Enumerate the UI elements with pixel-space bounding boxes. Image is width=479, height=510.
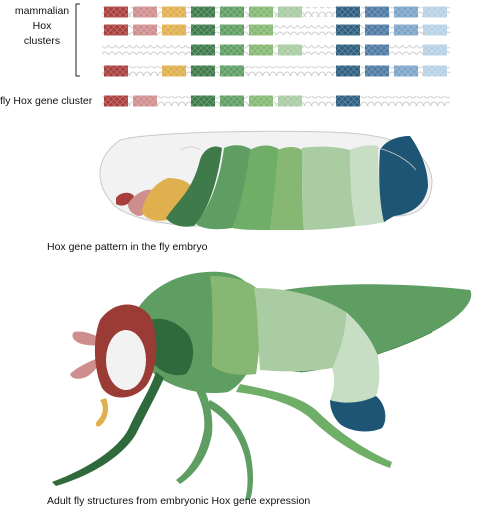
- fly-thorax-band: [210, 276, 261, 375]
- mammalian-cluster-1-gene-5-texture: [220, 6, 244, 18]
- mammalian-cluster-2-gene-1-texture: [104, 24, 128, 36]
- mammalian-cluster-1-gene-12-texture: [423, 6, 447, 18]
- fly-cluster-gene-4-texture: [191, 95, 215, 107]
- fly-cluster-dna-strand: [102, 96, 450, 106]
- mammalian-label-line2: Hox: [33, 20, 52, 32]
- fly-front-leg: [52, 372, 164, 486]
- mammalian-cluster-3-dna-strand: [102, 45, 450, 55]
- fly-cluster-gene-1-texture: [104, 95, 128, 107]
- mammalian-cluster-2-gene-5-texture: [220, 24, 244, 36]
- fly-embryo: [99, 130, 433, 230]
- mammalian-cluster-3-gene-5-texture: [220, 44, 244, 56]
- embryo-seg-a1: [270, 147, 304, 230]
- mammalian-cluster-2-gene-2-texture: [133, 24, 157, 36]
- hox-cluster-rows: [102, 6, 450, 107]
- mammalian-cluster-1-gene-11-texture: [394, 6, 418, 18]
- embryo-seg-a4: [379, 136, 428, 222]
- mammalian-cluster-2-gene-3-texture: [162, 24, 186, 36]
- mammalian-cluster-4-gene-5-texture: [220, 65, 244, 77]
- mammalian-cluster-4-gene-12-texture: [423, 65, 447, 77]
- fly-hind-leg: [236, 384, 392, 468]
- mammalian-cluster-4-gene-11-texture: [394, 65, 418, 77]
- mammalian-cluster-4-gene-1-texture: [104, 65, 128, 77]
- mammalian-cluster-3-gene-7-texture: [278, 44, 302, 56]
- mammalian-cluster-2-gene-10-texture: [365, 24, 389, 36]
- mammalian-cluster-3-gene-4-texture: [191, 44, 215, 56]
- fly-abdomen-2: [330, 312, 380, 403]
- mammalian-cluster-2-gene-4-texture: [191, 24, 215, 36]
- mammalian-cluster-2-gene-12-texture: [423, 24, 447, 36]
- mammalian-cluster-1-gene-3-texture: [162, 6, 186, 18]
- fly-mid-leg: [176, 374, 213, 484]
- embryo-seg-t1: [166, 146, 222, 227]
- fly-cluster-gene-9-texture: [336, 95, 360, 107]
- mammalian-cluster-1-gene-10-texture: [365, 6, 389, 18]
- embryo-caption: Hox gene pattern in the fly embryo: [47, 241, 208, 253]
- mammalian-cluster-2-gene-6-texture: [249, 24, 273, 36]
- mammalian-cluster-2-gene-11-texture: [394, 24, 418, 36]
- fly-eye: [106, 330, 146, 390]
- mammalian-cluster-4-gene-10-texture: [365, 65, 389, 77]
- embryo-seg-a2: [302, 146, 356, 230]
- mammalian-cluster-2-gene-9-texture: [336, 24, 360, 36]
- mammalian-label-line1: mammalian: [15, 5, 69, 17]
- mammalian-bracket: [75, 3, 80, 77]
- embryo-seg-t3: [232, 145, 280, 230]
- mammalian-cluster-3-gene-10-texture: [365, 44, 389, 56]
- mammalian-cluster-4-dna-strand: [102, 66, 450, 76]
- mammalian-cluster-1-gene-4-texture: [191, 6, 215, 18]
- embryo-seg-a3: [350, 145, 386, 226]
- fly-cluster-gene-7-texture: [278, 95, 302, 107]
- adult-fly: [52, 271, 472, 500]
- mammalian-cluster-1-gene-2-texture: [133, 6, 157, 18]
- mammalian-cluster-4-gene-4-texture: [191, 65, 215, 77]
- fly-mouthparts: [95, 398, 108, 427]
- mammalian-cluster-4-gene-3-texture: [162, 65, 186, 77]
- fly-cluster-gene-2-texture: [133, 95, 157, 107]
- mammalian-cluster-1-dna-strand: [102, 7, 450, 17]
- fly-abdomen-1: [254, 288, 346, 372]
- mammalian-cluster-4-gene-9-texture: [336, 65, 360, 77]
- mammalian-cluster-1-gene-7-texture: [278, 6, 302, 18]
- mammalian-cluster-3-gene-12-texture: [423, 44, 447, 56]
- fly-prothorax: [150, 318, 194, 376]
- mammalian-cluster-3-gene-6-texture: [249, 44, 273, 56]
- mammalian-label-line3: clusters: [24, 35, 60, 47]
- mammalian-cluster-2-dna-strand: [102, 25, 450, 35]
- fly-cluster-label: fly Hox gene cluster: [0, 95, 93, 107]
- mammalian-cluster-3-gene-9-texture: [336, 44, 360, 56]
- adult-caption: Adult fly structures from embryonic Hox …: [47, 495, 310, 507]
- fly-cluster-gene-6-texture: [249, 95, 273, 107]
- mammalian-cluster-1-gene-1-texture: [104, 6, 128, 18]
- mammalian-cluster-1-gene-6-texture: [249, 6, 273, 18]
- mammalian-cluster-1-gene-9-texture: [336, 6, 360, 18]
- embryo-seg-t2: [196, 145, 252, 230]
- fly-cluster-gene-5-texture: [220, 95, 244, 107]
- fly-abdomen-tip: [330, 396, 386, 432]
